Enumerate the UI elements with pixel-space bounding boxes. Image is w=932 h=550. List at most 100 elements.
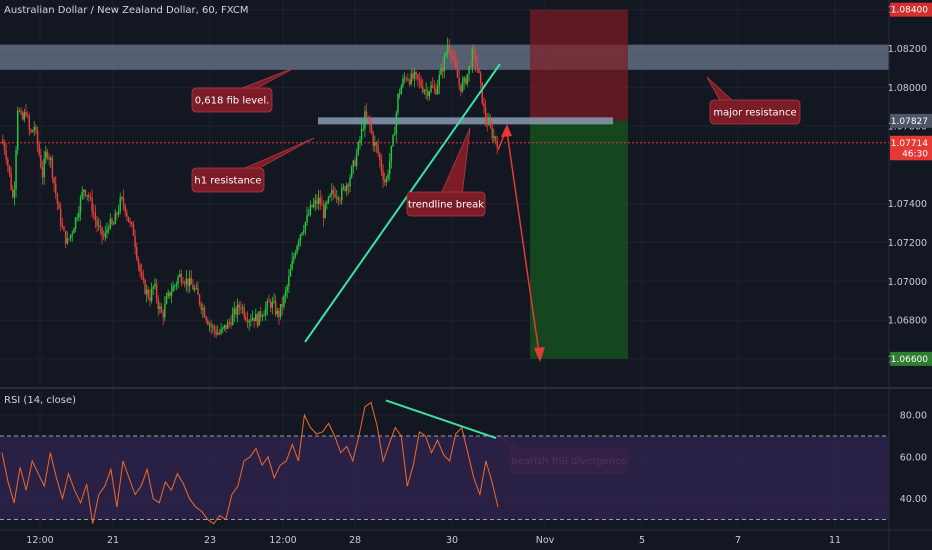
- candle-body: [493, 136, 495, 138]
- candle-body: [73, 228, 75, 234]
- price-tag-label: 46:30: [902, 149, 928, 159]
- candle-body: [20, 110, 22, 114]
- candle-body: [117, 211, 120, 215]
- candle-body: [474, 52, 477, 64]
- candle-body: [217, 332, 219, 335]
- candle-body: [293, 256, 295, 261]
- candle-body: [312, 203, 315, 208]
- x-tick-label: 12:00: [269, 535, 296, 546]
- candle-body: [440, 67, 442, 75]
- rsi-axis[interactable]: 80.00 60.00 40.00: [900, 411, 927, 506]
- candle-body: [463, 78, 465, 82]
- candle-body: [303, 230, 305, 233]
- price-tag: 1.06600: [890, 351, 932, 366]
- candle-body: [479, 73, 482, 83]
- trendline-annotation[interactable]: trendline break: [406, 127, 486, 217]
- x-tick-label: 5: [639, 535, 645, 546]
- candle-body: [324, 203, 326, 219]
- candle-body: [279, 303, 282, 317]
- candle-body: [145, 289, 148, 294]
- candle-body: [403, 78, 406, 80]
- candle-body: [3, 143, 6, 151]
- candle-body: [304, 222, 307, 231]
- candle-body: [278, 310, 280, 317]
- candle-body: [392, 135, 394, 146]
- candle-body: [413, 71, 416, 79]
- candle-body: [466, 73, 469, 84]
- candle-body: [357, 142, 360, 155]
- rsi-tick-label: 40.00: [900, 494, 927, 505]
- candle-body: [269, 301, 272, 308]
- candle-body: [58, 203, 60, 209]
- price-tag-bg: [890, 2, 932, 17]
- h1-annotation-text: h1 resistance: [194, 176, 261, 187]
- candle-body: [170, 291, 173, 296]
- candle-body: [372, 133, 374, 146]
- candle-body: [89, 197, 92, 199]
- major-annotation-box: [709, 99, 801, 125]
- candle-body: [422, 86, 424, 92]
- candle-body: [441, 67, 444, 72]
- candle-body: [15, 149, 17, 190]
- candle-body: [180, 273, 183, 283]
- candle-body: [235, 308, 237, 315]
- candle-body: [48, 157, 50, 160]
- candle-body: [469, 66, 472, 67]
- candle-body: [162, 312, 164, 318]
- candle-body: [197, 287, 199, 295]
- candle-body: [417, 74, 419, 79]
- fib-annotation[interactable]: 0,618 fib level.: [191, 66, 297, 113]
- candle-body: [137, 258, 140, 265]
- y-tick-label: 1.07400: [888, 199, 927, 210]
- candle-body: [496, 140, 498, 148]
- price-tag-label: 1.07714: [891, 139, 928, 149]
- candle-body: [415, 71, 417, 75]
- candle-body: [347, 184, 350, 187]
- candle-body: [488, 121, 490, 126]
- candle-body: [298, 240, 300, 246]
- major-annotation[interactable]: major resistance: [706, 76, 801, 125]
- candle-body: [268, 300, 270, 302]
- candle-body: [400, 86, 403, 95]
- candle-body: [410, 73, 412, 85]
- candle-body: [412, 73, 414, 79]
- candle-body: [152, 286, 155, 289]
- candle-body: [360, 128, 363, 140]
- candle-body: [116, 213, 118, 215]
- candle-body: [289, 269, 292, 277]
- candle-body: [309, 205, 312, 215]
- candle-body: [385, 178, 388, 183]
- axis-panel: [889, 0, 932, 550]
- h1-annotation[interactable]: h1 resistance: [191, 137, 315, 193]
- candle-body: [241, 307, 244, 309]
- candle-body: [228, 322, 231, 323]
- candle-body: [99, 225, 102, 228]
- target-arrow-head: [534, 347, 545, 362]
- candle-body: [179, 273, 181, 277]
- y-tick-label: 1.08000: [888, 83, 927, 94]
- candle-body: [46, 151, 49, 158]
- candle-body: [355, 154, 358, 166]
- candle-body: [187, 278, 189, 286]
- candle-body: [370, 125, 373, 134]
- candle-body: [5, 150, 7, 160]
- candle-body: [387, 174, 389, 179]
- candle-body: [420, 80, 422, 87]
- candle-body: [132, 224, 135, 237]
- candle-body: [236, 304, 239, 315]
- candle-body: [450, 51, 452, 57]
- candle-body: [139, 264, 141, 273]
- candle-body: [476, 63, 479, 68]
- candle-body: [26, 115, 29, 117]
- candle-body: [436, 85, 439, 94]
- candle-body: [238, 304, 240, 308]
- price-tag-label: 1.07827: [891, 117, 928, 127]
- price-tag-bg: [890, 351, 932, 366]
- candle-body: [284, 291, 287, 297]
- candle-body: [321, 203, 323, 206]
- candle-body: [101, 227, 103, 236]
- candle-body: [451, 56, 454, 58]
- candle-body: [94, 213, 97, 221]
- candle-body: [299, 234, 302, 241]
- time-axis[interactable]: 12:00 21 23 12:00 28 30 Nov 5 7 11: [26, 535, 841, 546]
